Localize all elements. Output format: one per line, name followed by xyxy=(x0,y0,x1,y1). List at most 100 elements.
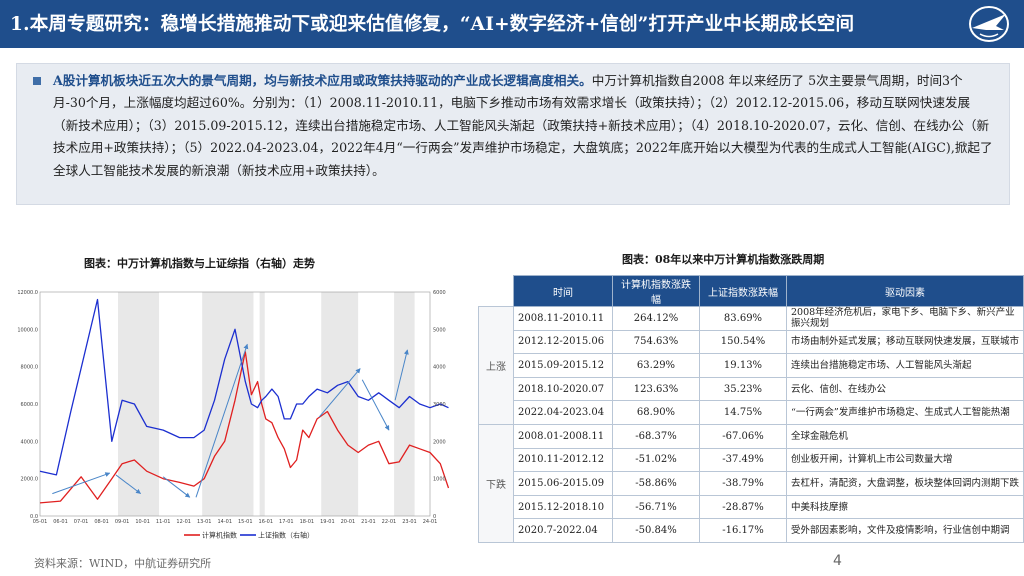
cell-driver: 云化、信创、在线办公 xyxy=(786,376,1024,402)
y-left-tick-label: 2000.0 xyxy=(21,477,39,483)
y-left-tick-label: 10000.0 xyxy=(17,327,38,333)
cell-period: 2010.11-2012.12 xyxy=(513,447,613,473)
trend-arrow xyxy=(318,368,361,418)
cell-shanghai: -16.17% xyxy=(699,518,787,543)
x-tick-label: 18-01 xyxy=(300,519,315,525)
cell-shanghai: -38.79% xyxy=(699,471,787,496)
cell-computer: -58.86% xyxy=(612,471,700,496)
x-tick-label: 16-01 xyxy=(259,519,274,525)
header-period: 时间 xyxy=(513,275,613,307)
trend-arrow xyxy=(361,379,390,431)
x-tick-label: 08-01 xyxy=(94,519,109,525)
cell-computer: -51.02% xyxy=(612,447,700,473)
table-row: 2010.11-2012.12 -51.02% -37.49% 创业板开闸，计算… xyxy=(479,447,1024,473)
cell-period: 2022.04-2023.04 xyxy=(513,400,613,425)
x-tick-label: 14-01 xyxy=(217,519,232,525)
cell-driver: 中美科技摩擦 xyxy=(786,494,1024,520)
cell-period: 2008.01-2008.11 xyxy=(513,423,613,449)
x-tick-label: 05-01 xyxy=(33,519,48,525)
y-right-tick-label: 0 xyxy=(433,514,436,520)
x-tick-label: 20-01 xyxy=(341,519,356,525)
title-bar: 1.本周专题研究：稳增长措施推动下或迎来估值修复，“AI+数字经济+信创”打开产… xyxy=(0,0,1024,48)
cell-period: 2012.12-2015.06 xyxy=(513,329,613,355)
x-tick-label: 23-01 xyxy=(402,519,417,525)
trend-arrow xyxy=(394,349,409,401)
shanghai-index-line xyxy=(39,298,449,476)
cell-period: 2015.12-2018.10 xyxy=(513,494,613,520)
x-tick-label: 15-01 xyxy=(238,519,253,525)
cell-computer: 264.12% xyxy=(612,306,700,331)
cell-period: 2008.11-2010.11 xyxy=(513,306,613,331)
table-row: 2015.12-2018.10 -56.71% -28.87% 中美科技摩擦 xyxy=(479,494,1024,520)
table-corner xyxy=(478,275,514,307)
y-left-tick-label: 8000.0 xyxy=(21,365,39,371)
legend-computer-index: 计算机指数 xyxy=(202,531,237,540)
y-right-tick-label: 2000 xyxy=(433,439,446,445)
cell-shanghai: 14.75% xyxy=(699,400,787,425)
summary-lead: A股计算机板块近五次大的景气周期，均与新技术应用或政策扶持驱动的产业成长逻辑高度… xyxy=(53,73,592,88)
y-right-tick-label: 3000 xyxy=(433,402,446,408)
table-row: 2018.10-2020.07 123.63% 35.23% 云化、信创、在线办… xyxy=(479,376,1024,402)
table-row: 下跌 2008.01-2008.11 -68.37% -67.06% 全球金融危… xyxy=(478,423,1024,543)
cell-driver: 去杠杆，清配资，大盘调整，板块整体回调内测期下跌 xyxy=(786,471,1024,496)
cell-driver: 连续出台措施稳定市场、人工智能风头渐起 xyxy=(786,353,1024,378)
group-label-down: 下跌 xyxy=(478,423,514,543)
cell-shanghai: 150.54% xyxy=(699,329,787,355)
cell-shanghai: 83.69% xyxy=(699,306,787,331)
cell-computer: 68.90% xyxy=(612,400,700,425)
x-tick-label: 06-01 xyxy=(53,519,68,525)
table-row: 2012.12-2015.06 754.63% 150.54% 市场由制外延式发… xyxy=(479,329,1024,355)
table-row: 2015.09-2015.12 63.29% 19.13% 连续出台措施稳定市场… xyxy=(479,353,1024,378)
x-tick-label: 21-01 xyxy=(361,519,376,525)
bullet-square-icon xyxy=(33,77,41,85)
x-tick-label: 22-01 xyxy=(382,519,397,525)
cell-shanghai: 35.23% xyxy=(699,376,787,402)
index-trend-chart: 05-01 06-01 07-01 08-01 09-01 10-01 11-01 12-01… xyxy=(17,290,450,540)
x-tick-label: 17-01 xyxy=(279,519,294,525)
table-header-row: 时间 计算机指数涨跌幅 上证指数涨跌幅 驱动因素 xyxy=(478,275,1024,307)
cell-driver: “一行两会”发声维护市场稳定、生成式人工智能热潮 xyxy=(786,400,1024,425)
cell-computer: 754.63% xyxy=(612,329,700,355)
x-tick-label: 11-01 xyxy=(156,519,171,525)
y-left-tick-label: 12000.0 xyxy=(17,290,38,296)
header-shanghai-change: 上证指数涨跌幅 xyxy=(699,275,787,307)
trend-arrow xyxy=(195,343,249,498)
trend-arrow xyxy=(162,476,191,498)
table-row: 2015.06-2015.09 -58.86% -38.79% 去杠杆，清配资，… xyxy=(479,471,1024,496)
page-title: 1.本周专题研究：稳增长措施推动下或迎来估值修复，“AI+数字经济+信创”打开产… xyxy=(10,14,855,35)
cell-driver: 市场由制外延式发展；移动互联网快速发展，互联城市 xyxy=(786,329,1024,355)
cell-driver: 全球金融危机 xyxy=(786,423,1024,449)
y-right-tick-label: 5000 xyxy=(433,327,446,333)
up-cycle-band xyxy=(394,292,415,516)
x-tick-label: 09-01 xyxy=(115,519,130,525)
up-cycle-band xyxy=(118,292,160,516)
page-number: 4 xyxy=(833,553,842,569)
chart-title: 图表：中万计算机指数与上证综指（右轴）走势 xyxy=(84,257,315,270)
cell-driver: 受外部因素影响，文件及疫情影响，行业信创中期调 xyxy=(786,518,1024,543)
x-tick-label: 07-01 xyxy=(74,519,89,525)
table-row: 上涨 2008.11-2010.11 264.12% 83.69% 2008年经… xyxy=(478,306,1024,425)
cell-computer: 63.29% xyxy=(612,353,700,378)
cell-driver: 创业板开闸，计算机上市公司数量大增 xyxy=(786,447,1024,473)
y-left-tick-label: 0.0 xyxy=(30,514,38,520)
trend-arrow xyxy=(52,472,111,495)
cell-period: 2015.09-2015.12 xyxy=(513,353,613,378)
y-right-tick-label: 1000 xyxy=(433,477,446,483)
cell-shanghai: -37.49% xyxy=(699,447,787,473)
cell-shanghai: 19.13% xyxy=(699,353,787,378)
table-row: 2020.7-2022.04 -50.84% -16.17% 受外部因素影响，文… xyxy=(479,518,1024,543)
table-title: 图表：08年以来中万计算机指数涨跌周期 xyxy=(622,253,825,266)
cell-period: 2020.7-2022.04 xyxy=(513,518,613,543)
legend-shanghai-index: 上证指数（右轴） xyxy=(258,531,314,540)
y-left-tick-label: 4000.0 xyxy=(21,439,39,445)
cell-computer: -68.37% xyxy=(612,423,700,449)
summary-box: A股计算机板块近五次大的景气周期，均与新技术应用或政策扶持驱动的产业成长逻辑高度… xyxy=(16,63,1010,205)
cell-computer: 123.63% xyxy=(612,376,700,402)
cell-period: 2018.10-2020.07 xyxy=(513,376,613,402)
x-tick-label: 10-01 xyxy=(135,519,150,525)
x-tick-label: 13-01 xyxy=(197,519,212,525)
cell-computer: -50.84% xyxy=(612,518,700,543)
computer-index-line xyxy=(39,351,450,504)
header-driver: 驱动因素 xyxy=(786,275,1024,307)
cell-driver: 2008年经济危机后，家电下乡、电脑下乡、新兴产业振兴规划 xyxy=(786,306,1024,331)
